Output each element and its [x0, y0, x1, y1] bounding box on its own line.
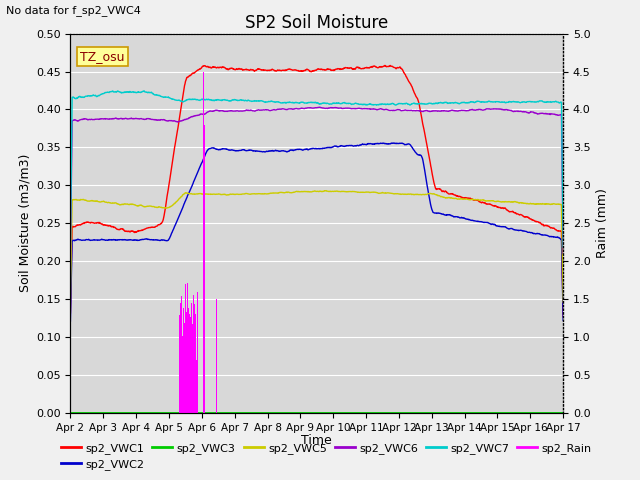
- Title: SP2 Soil Moisture: SP2 Soil Moisture: [245, 14, 388, 32]
- X-axis label: Time: Time: [301, 434, 332, 447]
- Y-axis label: Soil Moisture (m3/m3): Soil Moisture (m3/m3): [19, 154, 32, 292]
- Legend: sp2_VWC1, sp2_VWC2, sp2_VWC3, sp2_VWC5, sp2_VWC6, sp2_VWC7, sp2_Rain: sp2_VWC1, sp2_VWC2, sp2_VWC3, sp2_VWC5, …: [57, 438, 596, 474]
- Y-axis label: Raim (mm): Raim (mm): [596, 188, 609, 258]
- Text: No data for f_sp2_VWC4: No data for f_sp2_VWC4: [6, 5, 141, 16]
- Text: TZ_osu: TZ_osu: [80, 50, 125, 63]
